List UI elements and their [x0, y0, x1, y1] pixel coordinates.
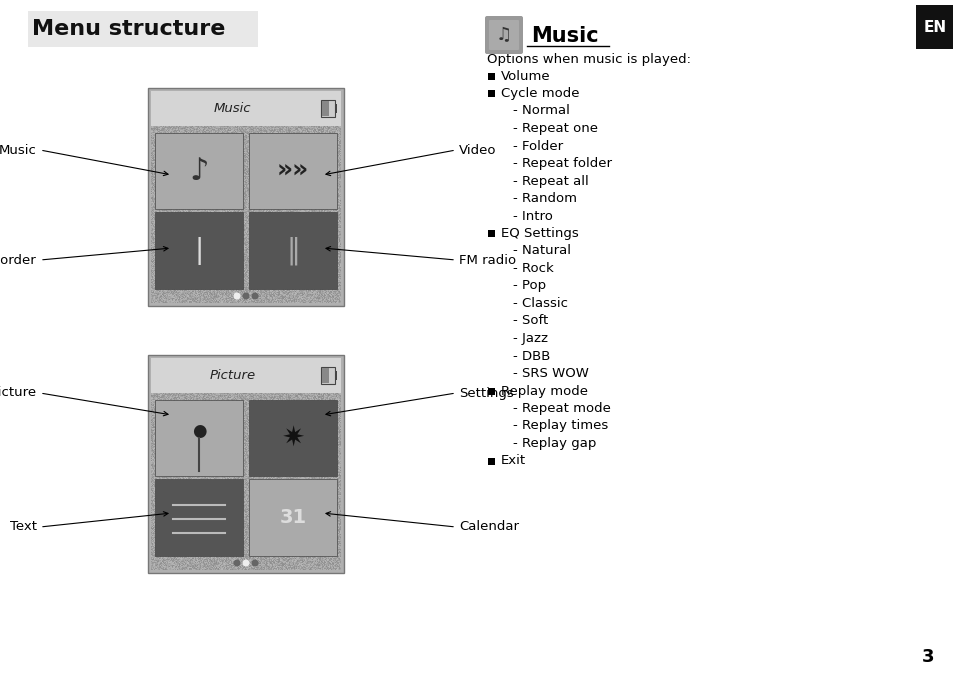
- Bar: [320, 100, 335, 117]
- FancyBboxPatch shape: [489, 20, 518, 50]
- Bar: [488, 90, 495, 97]
- Text: - Folder: - Folder: [513, 139, 562, 152]
- Text: - Repeat one: - Repeat one: [513, 122, 598, 135]
- Text: FM radio: FM radio: [458, 253, 516, 267]
- Text: Exit: Exit: [500, 454, 525, 468]
- Text: - Repeat mode: - Repeat mode: [513, 402, 610, 415]
- Bar: [249, 479, 336, 556]
- Bar: [154, 479, 243, 556]
- Bar: [488, 72, 495, 79]
- Bar: [488, 230, 495, 237]
- Circle shape: [233, 293, 239, 299]
- Circle shape: [243, 293, 249, 299]
- Bar: [322, 368, 329, 383]
- Text: Calendar: Calendar: [458, 521, 518, 533]
- Text: - DBB: - DBB: [513, 349, 550, 362]
- Text: ‖: ‖: [286, 236, 299, 265]
- Text: - Pop: - Pop: [513, 280, 545, 292]
- Text: Picture: Picture: [209, 369, 255, 382]
- Text: - Normal: - Normal: [513, 104, 569, 118]
- Bar: [320, 367, 335, 384]
- Text: EN: EN: [923, 20, 945, 35]
- Text: Video: Video: [458, 144, 496, 156]
- Text: Cycle mode: Cycle mode: [500, 87, 578, 100]
- Text: Text: Text: [10, 521, 37, 533]
- Text: EQ Settings: EQ Settings: [500, 227, 578, 240]
- Text: - Rock: - Rock: [513, 262, 553, 275]
- Circle shape: [243, 560, 249, 566]
- Bar: [151, 358, 340, 393]
- Circle shape: [252, 560, 257, 566]
- Bar: [249, 213, 336, 289]
- Circle shape: [233, 560, 239, 566]
- Bar: [335, 104, 336, 113]
- Text: Settings: Settings: [458, 387, 514, 399]
- Text: - Intro: - Intro: [513, 209, 553, 223]
- Circle shape: [252, 293, 257, 299]
- Text: - Replay gap: - Replay gap: [513, 437, 596, 450]
- Bar: [335, 371, 336, 380]
- Bar: [151, 91, 340, 126]
- Bar: [154, 133, 243, 209]
- Bar: [148, 355, 344, 573]
- Text: Picture: Picture: [0, 387, 37, 399]
- Text: - Soft: - Soft: [513, 315, 548, 328]
- Text: - Repeat folder: - Repeat folder: [513, 157, 612, 170]
- Bar: [28, 11, 257, 47]
- Text: Replay mode: Replay mode: [500, 385, 587, 397]
- Bar: [488, 458, 495, 464]
- Text: »»: »»: [276, 159, 309, 183]
- Bar: [154, 213, 243, 289]
- Text: - Replay times: - Replay times: [513, 420, 608, 433]
- Bar: [154, 400, 243, 477]
- Text: 31: 31: [279, 508, 306, 527]
- Text: - SRS WOW: - SRS WOW: [513, 367, 588, 380]
- Text: - Random: - Random: [513, 192, 577, 205]
- Bar: [249, 400, 336, 477]
- Text: - Natural: - Natural: [513, 244, 571, 257]
- Text: Recorder: Recorder: [0, 253, 37, 267]
- Text: - Jazz: - Jazz: [513, 332, 547, 345]
- Text: - Classic: - Classic: [513, 297, 567, 310]
- Bar: [249, 133, 336, 209]
- Bar: [322, 101, 329, 116]
- Text: Music: Music: [531, 26, 598, 46]
- Text: ❘: ❘: [187, 237, 211, 265]
- Text: Options when music is played:: Options when music is played:: [486, 53, 690, 66]
- Bar: [915, 5, 953, 49]
- Text: ♪: ♪: [189, 156, 209, 185]
- Text: Volume: Volume: [500, 70, 550, 83]
- FancyBboxPatch shape: [484, 16, 522, 54]
- Text: ♫: ♫: [496, 26, 512, 44]
- Text: 3: 3: [921, 648, 933, 666]
- Bar: [148, 88, 344, 306]
- Text: Music: Music: [213, 102, 251, 115]
- Text: - Repeat all: - Repeat all: [513, 175, 588, 188]
- Text: ●: ●: [192, 422, 206, 439]
- Bar: [488, 387, 495, 395]
- Text: Menu structure: Menu structure: [32, 19, 225, 39]
- Text: Music: Music: [0, 144, 37, 156]
- Text: ✷: ✷: [281, 424, 304, 452]
